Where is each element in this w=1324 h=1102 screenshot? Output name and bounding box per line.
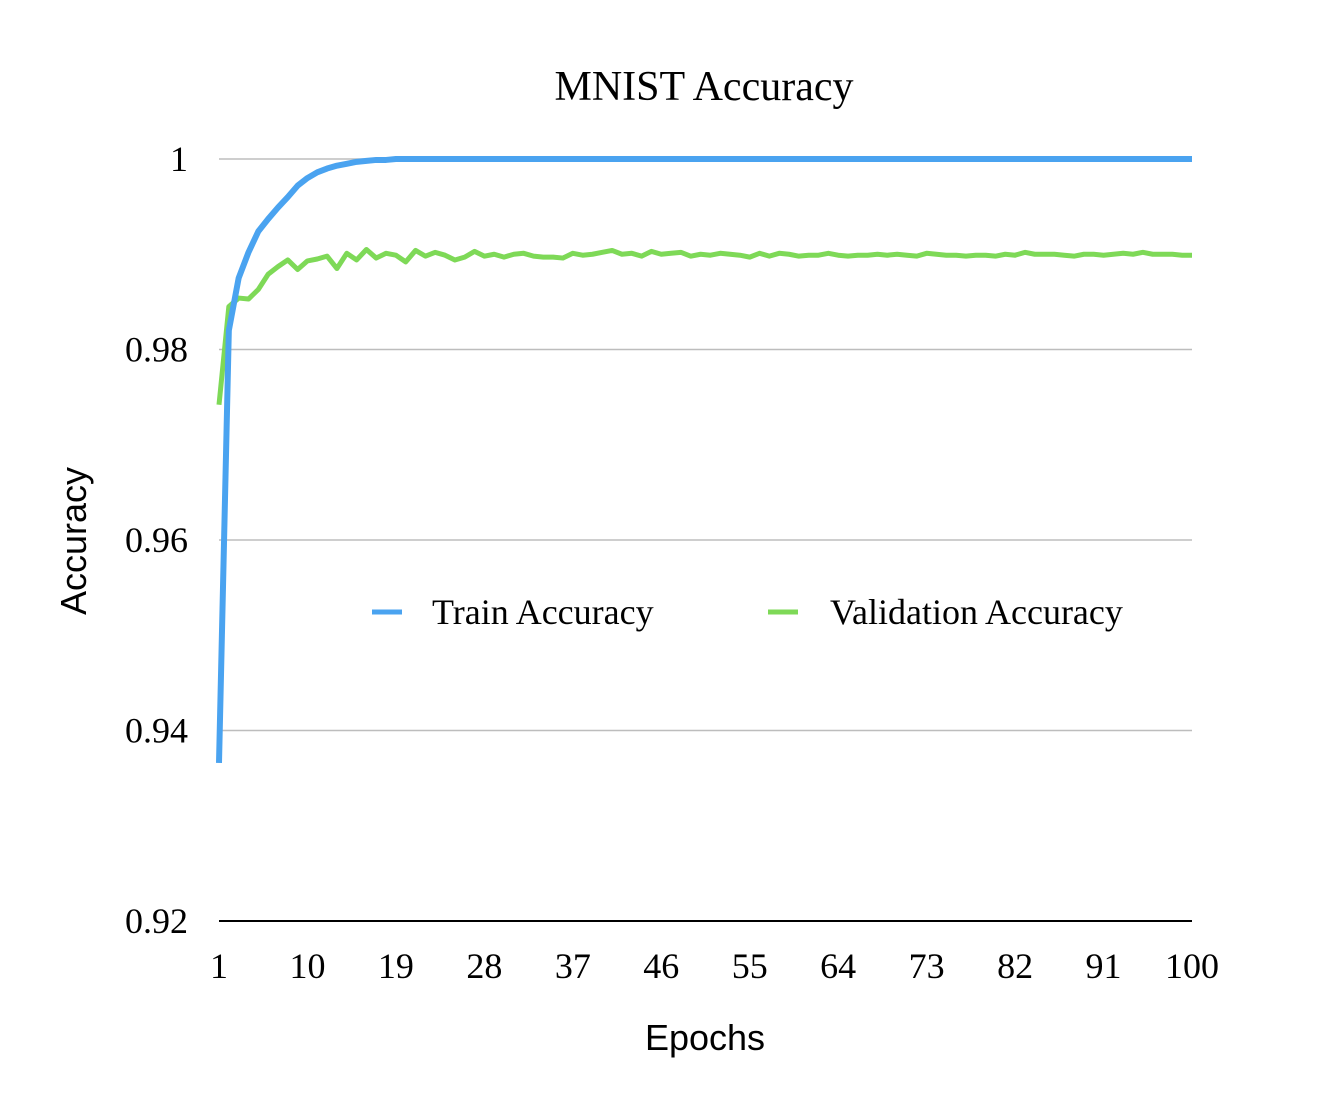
series-line-validation-accuracy xyxy=(216,246,1192,405)
y-tick-label: 0.92 xyxy=(125,901,188,941)
x-tick-label: 55 xyxy=(732,946,768,986)
x-tick-label: 91 xyxy=(1086,946,1122,986)
y-tick-label: 0.94 xyxy=(125,711,188,751)
y-axis-ticks: 0.92 0.94 0.96 0.98 1 xyxy=(125,139,188,941)
x-axis-label: Epochs xyxy=(645,1017,765,1058)
x-axis-ticks: 1 10 19 28 37 46 55 64 73 82 91 100 xyxy=(210,946,1219,986)
x-tick-label: 46 xyxy=(643,946,679,986)
y-tick-label: 0.98 xyxy=(125,330,188,370)
x-tick-label: 1 xyxy=(210,946,228,986)
x-tick-label: 64 xyxy=(820,946,856,986)
grid-lines xyxy=(219,158,1192,922)
legend-label: Train Accuracy xyxy=(432,592,654,632)
series-line-train-accuracy xyxy=(216,156,1192,763)
x-tick-label: 19 xyxy=(378,946,414,986)
x-tick-label: 10 xyxy=(289,946,325,986)
series-layer xyxy=(216,156,1192,763)
y-tick-label: 1 xyxy=(170,139,188,179)
x-tick-label: 73 xyxy=(909,946,945,986)
x-tick-label: 82 xyxy=(997,946,1033,986)
x-tick-label: 37 xyxy=(555,946,591,986)
y-tick-label: 0.96 xyxy=(125,520,188,560)
chart-title: MNIST Accuracy xyxy=(555,64,854,110)
legend: Train Accuracy Validation Accuracy xyxy=(372,592,1123,632)
legend-label: Validation Accuracy xyxy=(830,592,1123,632)
y-axis-label: Accuracy xyxy=(53,467,94,615)
x-tick-label: 100 xyxy=(1165,946,1219,986)
x-tick-label: 28 xyxy=(466,946,502,986)
